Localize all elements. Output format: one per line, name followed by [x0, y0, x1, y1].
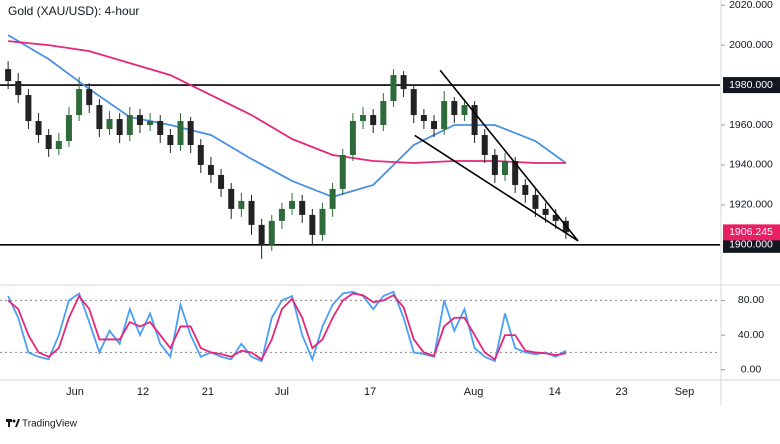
candle-body	[177, 121, 184, 145]
y-tick-label: 1940.000	[729, 159, 773, 171]
candle-body	[542, 208, 549, 215]
last-price-label: 1906.245	[729, 226, 773, 238]
trendline	[414, 134, 579, 242]
moving-average	[8, 40, 566, 164]
candle-body	[339, 154, 346, 189]
level-label-box	[723, 236, 780, 253]
brand-logo	[6, 419, 20, 427]
candle-body	[309, 214, 316, 235]
candle-body	[45, 135, 52, 149]
candle-body	[532, 194, 539, 209]
x-tick-label: 23	[616, 386, 628, 398]
candle-body	[349, 121, 356, 155]
y-tick-label: 2000.000	[729, 39, 773, 51]
candle-body	[147, 121, 154, 126]
candle-body	[491, 154, 498, 175]
candle-body	[106, 119, 113, 130]
x-tick-label: Jul	[275, 386, 289, 398]
candle-body	[238, 200, 245, 209]
candle-body	[25, 95, 32, 122]
candle-body	[197, 144, 204, 165]
candle-body	[441, 101, 448, 130]
candle-body	[461, 105, 468, 116]
candle-body	[410, 89, 417, 116]
moving-average	[7, 34, 567, 198]
x-tick-label: 14	[549, 386, 561, 398]
stochastic-line	[7, 292, 567, 361]
candle-body	[380, 101, 387, 126]
candle-body	[329, 188, 336, 209]
candle-body	[248, 200, 255, 225]
candle-body	[15, 81, 22, 96]
candle-body	[187, 121, 194, 145]
y-tick-label: 1920.000	[729, 199, 773, 211]
chart-title: Gold (XAU/USD): 4-hour	[8, 4, 139, 18]
candle-body	[258, 224, 265, 245]
candle-body	[451, 101, 458, 116]
candle-body	[431, 121, 438, 130]
candle-body	[5, 69, 12, 82]
candle-body	[96, 105, 103, 130]
candle-body	[167, 135, 174, 145]
candle-body	[390, 75, 397, 102]
candle-body	[86, 89, 93, 106]
y-tick-label: 80.00	[738, 294, 764, 306]
x-tick-label: 17	[364, 386, 376, 398]
candle-body	[157, 121, 164, 136]
candle-body	[370, 115, 377, 126]
candle-body	[268, 220, 275, 245]
x-tick-label: Aug	[464, 386, 484, 398]
candle-body	[76, 89, 83, 116]
candle-body	[65, 115, 72, 142]
candle-body	[512, 160, 519, 185]
candle-body	[299, 200, 306, 215]
level-label-box	[723, 77, 780, 94]
x-tick-label: Sep	[675, 386, 695, 398]
candle-body	[278, 208, 285, 221]
candle-body	[522, 184, 529, 195]
candle-body	[116, 119, 123, 136]
level-label: 1900.000	[729, 239, 773, 251]
stochastic-line	[7, 290, 567, 363]
x-tick-label: 21	[202, 386, 214, 398]
candle-body	[360, 115, 367, 122]
candle-body	[420, 115, 427, 122]
candle-body	[481, 135, 488, 155]
candle-body	[55, 141, 62, 149]
trendline	[439, 69, 579, 242]
candle-body	[35, 121, 42, 136]
candle-body	[218, 174, 225, 189]
x-tick-label: 12	[137, 386, 149, 398]
candle-body	[400, 75, 407, 90]
brand-name: TradingView	[22, 419, 78, 430]
candle-body	[471, 105, 478, 136]
candle-body	[126, 115, 133, 136]
y-tick-label: 1960.000	[729, 119, 773, 131]
candle-body	[552, 214, 559, 221]
candle-body	[228, 188, 235, 209]
y-tick-label: 2020.000	[729, 0, 773, 11]
candle-body	[207, 164, 214, 175]
candle-body	[289, 200, 296, 209]
level-label: 1980.000	[729, 79, 773, 91]
candle-body	[136, 115, 143, 126]
y-tick-label: 40.00	[738, 329, 764, 341]
candle-body	[319, 208, 326, 235]
last-price-box	[723, 224, 780, 241]
candle-body	[502, 160, 509, 175]
x-tick-label: Jun	[66, 386, 84, 398]
y-tick-label: 0.00	[741, 364, 762, 376]
